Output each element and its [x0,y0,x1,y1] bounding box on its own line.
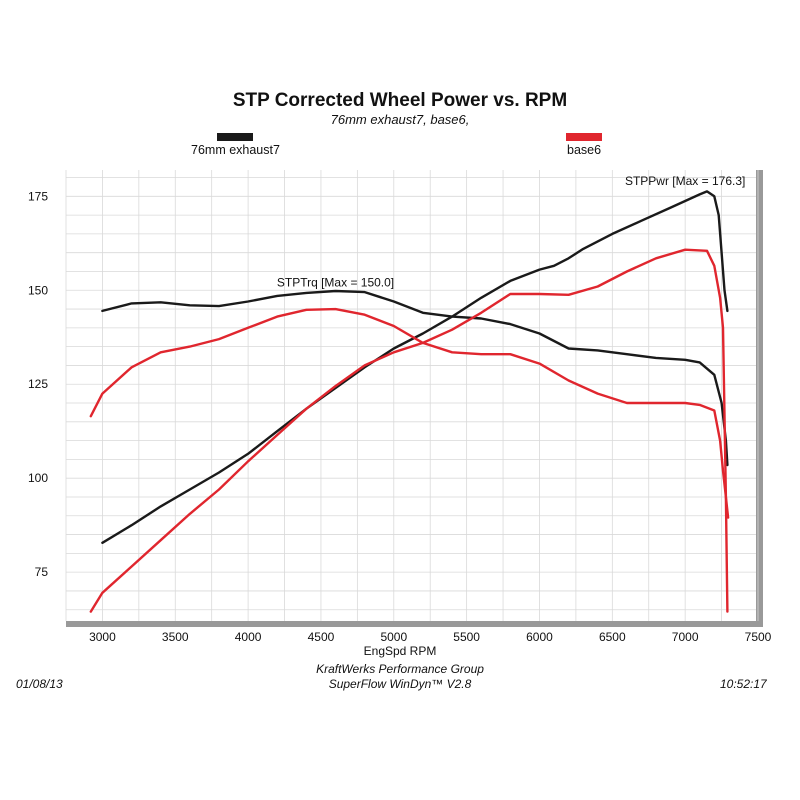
x-tick-label: 3500 [162,630,189,644]
x-tick-label: 4500 [308,630,335,644]
footer-software: SuperFlow WinDyn™ V2.8 [328,677,472,691]
plot-frame-bottom [66,621,763,627]
legend-swatch-exhaust [217,133,253,141]
x-tick-label: 6000 [526,630,553,644]
chart-title: STP Corrected Wheel Power vs. RPM [232,90,568,111]
annotation-power-max: STPPwr [Max = 176.3] [625,174,745,188]
legend-label-exhaust: 76mm exhaust7 [191,143,280,157]
series-line-exhaust-stptrq [101,289,729,467]
x-tick-label: 5500 [453,630,480,644]
legend-label-base: base6 [567,143,602,157]
y-tick-label: 125 [28,377,48,391]
x-tick-label: 7500 [745,630,772,644]
x-tick-label: 5000 [380,630,407,644]
plot-area [66,170,758,621]
series-line-exhaust-stppwr [101,190,729,544]
legend-swatch-base [566,133,602,141]
series-line-base-stppwr [89,248,729,613]
footer-company: KraftWerks Performance Group [316,662,484,676]
y-tick-label: 175 [28,189,48,203]
series-line-base-stptrq [89,307,730,519]
x-axis-label: EngSpd RPM [364,644,437,658]
annotation-torque-max: STPTrq [Max = 150.0] [277,276,394,290]
footer-time: 10:52:17 [720,677,767,691]
footer-date: 01/08/13 [16,677,63,691]
x-tick-label: 3000 [89,630,116,644]
x-tick-label: 7000 [672,630,699,644]
chart-subtitle: 76mm exhaust7, base6, [330,112,470,127]
x-tick-label: 6500 [599,630,626,644]
y-tick-label: 75 [35,565,49,579]
y-tick-label: 150 [28,283,48,297]
x-tick-label: 4000 [235,630,262,644]
y-tick-label: 100 [28,471,48,485]
plot-frame-right [756,170,763,627]
